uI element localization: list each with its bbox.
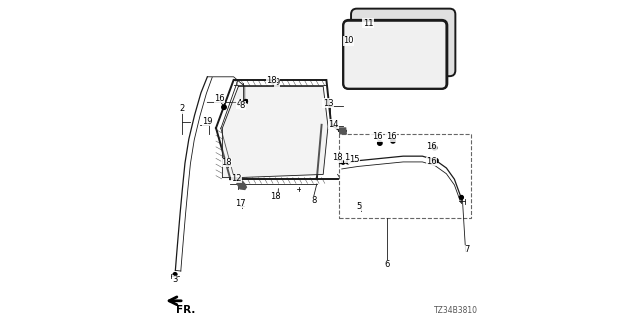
Text: 18: 18 [271,192,281,201]
Text: 9: 9 [274,78,280,87]
Circle shape [346,161,349,164]
Text: 16: 16 [386,132,396,141]
FancyBboxPatch shape [343,20,447,89]
Circle shape [460,196,463,199]
Circle shape [342,161,344,164]
Circle shape [390,139,396,143]
Circle shape [433,146,437,150]
Text: 17: 17 [236,199,246,208]
Circle shape [433,158,438,163]
Text: 16: 16 [426,142,436,151]
Circle shape [378,141,382,145]
Text: 16: 16 [426,157,436,166]
Text: 3: 3 [173,276,178,284]
Text: 4: 4 [237,100,242,108]
Text: 11: 11 [363,19,373,28]
Text: 15: 15 [349,155,359,164]
Circle shape [173,273,177,276]
Text: 12: 12 [232,174,242,183]
Circle shape [244,100,248,103]
FancyBboxPatch shape [351,9,456,76]
Text: 10: 10 [344,36,354,45]
Text: 13: 13 [323,99,333,108]
Circle shape [222,105,227,109]
Polygon shape [223,86,328,178]
Text: 16: 16 [214,94,225,103]
Text: 18: 18 [221,158,232,167]
Text: 8: 8 [311,196,316,205]
Text: TZ34B3810: TZ34B3810 [435,306,479,315]
Text: 8: 8 [240,101,245,110]
Text: 16: 16 [372,132,382,141]
Text: 7: 7 [465,245,470,254]
Text: 1: 1 [344,153,350,162]
Text: 18: 18 [332,153,343,162]
Bar [339,134,471,218]
Text: 5: 5 [356,202,362,211]
Polygon shape [237,182,246,189]
Text: FR.: FR. [176,305,195,315]
Text: 14: 14 [328,120,339,129]
Text: 19: 19 [202,117,212,126]
Polygon shape [339,128,346,134]
Text: 2: 2 [179,104,184,113]
Text: 6: 6 [385,260,390,269]
Text: 18: 18 [266,76,276,85]
